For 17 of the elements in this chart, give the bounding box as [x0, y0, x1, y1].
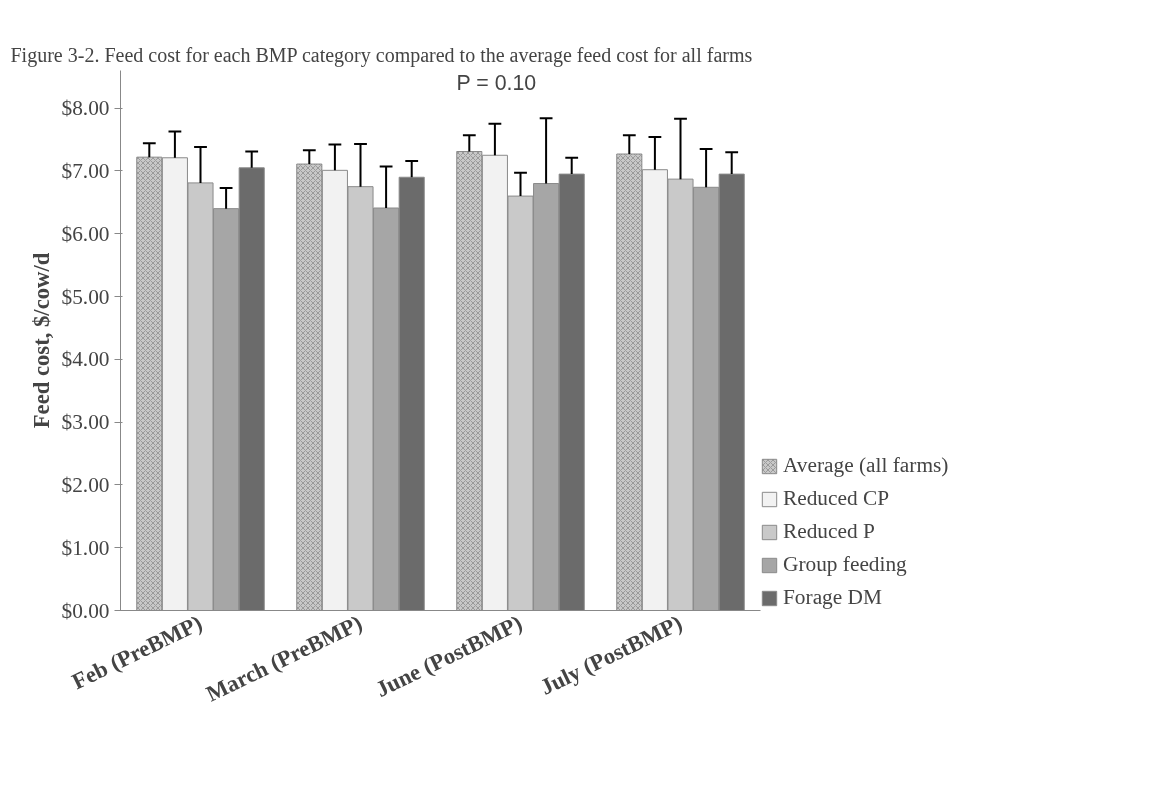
y-tick-label: $5.00: [61, 284, 110, 309]
y-tick-label: $1.00: [61, 535, 110, 560]
y-tick-label: $2.00: [61, 472, 110, 497]
y-tick-label: $6.00: [61, 221, 110, 246]
legend-label: Group feeding: [783, 552, 907, 577]
chart-title: Figure 3-2. Feed cost for each BMP category compared to the average feed cost for all farms: [10, 43, 753, 67]
y-axis-title: Feed cost, $/cow/d: [28, 252, 54, 429]
y-tick-label: $7.00: [61, 158, 110, 183]
legend-label: Reduced CP: [783, 486, 890, 511]
legend-label: Average (all farms): [783, 453, 949, 478]
y-tick-label: $8.00: [61, 96, 110, 121]
annotation: P = 0.10: [456, 71, 537, 96]
legend-label: Forage DM: [783, 585, 882, 610]
y-tick-label: $3.00: [61, 410, 110, 435]
y-tick-label: $4.00: [61, 347, 110, 372]
y-tick-label: $0.00: [61, 598, 110, 623]
legend-label: Reduced P: [783, 519, 875, 544]
